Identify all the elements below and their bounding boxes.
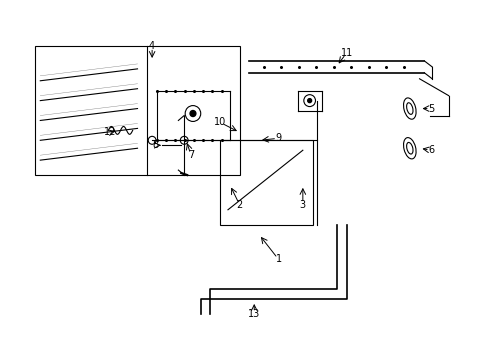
Text: 7: 7 (187, 150, 194, 160)
Text: 3: 3 (299, 200, 305, 210)
Bar (220, 140, 312, 225)
Text: 6: 6 (427, 145, 433, 155)
Text: 1: 1 (275, 255, 281, 264)
Text: 4: 4 (149, 41, 155, 51)
Text: 9: 9 (275, 133, 281, 143)
Text: 2: 2 (236, 200, 242, 210)
Text: 11: 11 (340, 48, 352, 58)
Circle shape (190, 111, 196, 117)
Text: 10: 10 (214, 117, 226, 127)
Circle shape (307, 99, 311, 103)
Text: 12: 12 (104, 127, 116, 138)
Text: 5: 5 (427, 104, 433, 113)
Text: 8: 8 (152, 140, 158, 150)
Text: 13: 13 (247, 309, 260, 319)
Bar (35, 46, 239, 175)
